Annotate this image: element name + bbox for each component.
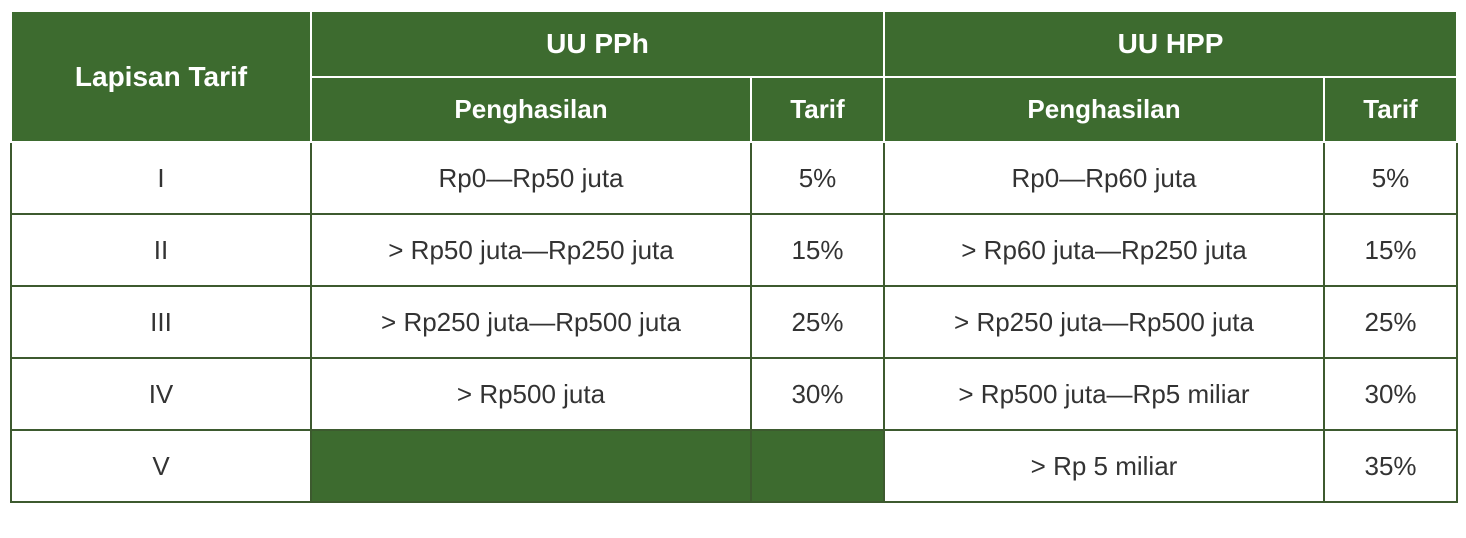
header-penghasilan-pph: Penghasilan [311,77,751,142]
cell-pph-tarif: 25% [751,286,884,358]
cell-hpp-tarif: 25% [1324,286,1457,358]
table-row: IV > Rp500 juta 30% > Rp500 juta—Rp5 mil… [11,358,1457,430]
tax-bracket-table: Lapisan Tarif UU PPh UU HPP Penghasilan … [10,10,1458,503]
cell-pph-tarif-empty [751,430,884,502]
cell-hpp-tarif: 30% [1324,358,1457,430]
header-tarif-hpp: Tarif [1324,77,1457,142]
cell-pph-tarif: 15% [751,214,884,286]
cell-hpp-tarif: 35% [1324,430,1457,502]
table-row: V > Rp 5 miliar 35% [11,430,1457,502]
cell-pph-tarif: 5% [751,142,884,214]
table-row: III > Rp250 juta—Rp500 juta 25% > Rp250 … [11,286,1457,358]
cell-hpp-penghasilan: > Rp250 juta—Rp500 juta [884,286,1324,358]
table-row: II > Rp50 juta—Rp250 juta 15% > Rp60 jut… [11,214,1457,286]
table-body: I Rp0—Rp50 juta 5% Rp0—Rp60 juta 5% II >… [11,142,1457,502]
cell-hpp-tarif: 15% [1324,214,1457,286]
header-uu-hpp: UU HPP [884,11,1457,77]
cell-pph-penghasilan: > Rp50 juta—Rp250 juta [311,214,751,286]
cell-pph-penghasilan: > Rp500 juta [311,358,751,430]
cell-lapisan: I [11,142,311,214]
cell-hpp-penghasilan: Rp0—Rp60 juta [884,142,1324,214]
header-uu-pph: UU PPh [311,11,884,77]
cell-hpp-penghasilan: > Rp60 juta—Rp250 juta [884,214,1324,286]
table-header: Lapisan Tarif UU PPh UU HPP Penghasilan … [11,11,1457,142]
cell-hpp-penghasilan: > Rp500 juta—Rp5 miliar [884,358,1324,430]
cell-lapisan: IV [11,358,311,430]
header-tarif-pph: Tarif [751,77,884,142]
cell-hpp-penghasilan: > Rp 5 miliar [884,430,1324,502]
cell-pph-penghasilan: Rp0—Rp50 juta [311,142,751,214]
header-row-1: Lapisan Tarif UU PPh UU HPP [11,11,1457,77]
header-penghasilan-hpp: Penghasilan [884,77,1324,142]
cell-hpp-tarif: 5% [1324,142,1457,214]
cell-lapisan: III [11,286,311,358]
cell-pph-penghasilan: > Rp250 juta—Rp500 juta [311,286,751,358]
header-lapisan-tarif: Lapisan Tarif [11,11,311,142]
cell-lapisan: V [11,430,311,502]
cell-pph-tarif: 30% [751,358,884,430]
table-row: I Rp0—Rp50 juta 5% Rp0—Rp60 juta 5% [11,142,1457,214]
cell-pph-penghasilan-empty [311,430,751,502]
cell-lapisan: II [11,214,311,286]
